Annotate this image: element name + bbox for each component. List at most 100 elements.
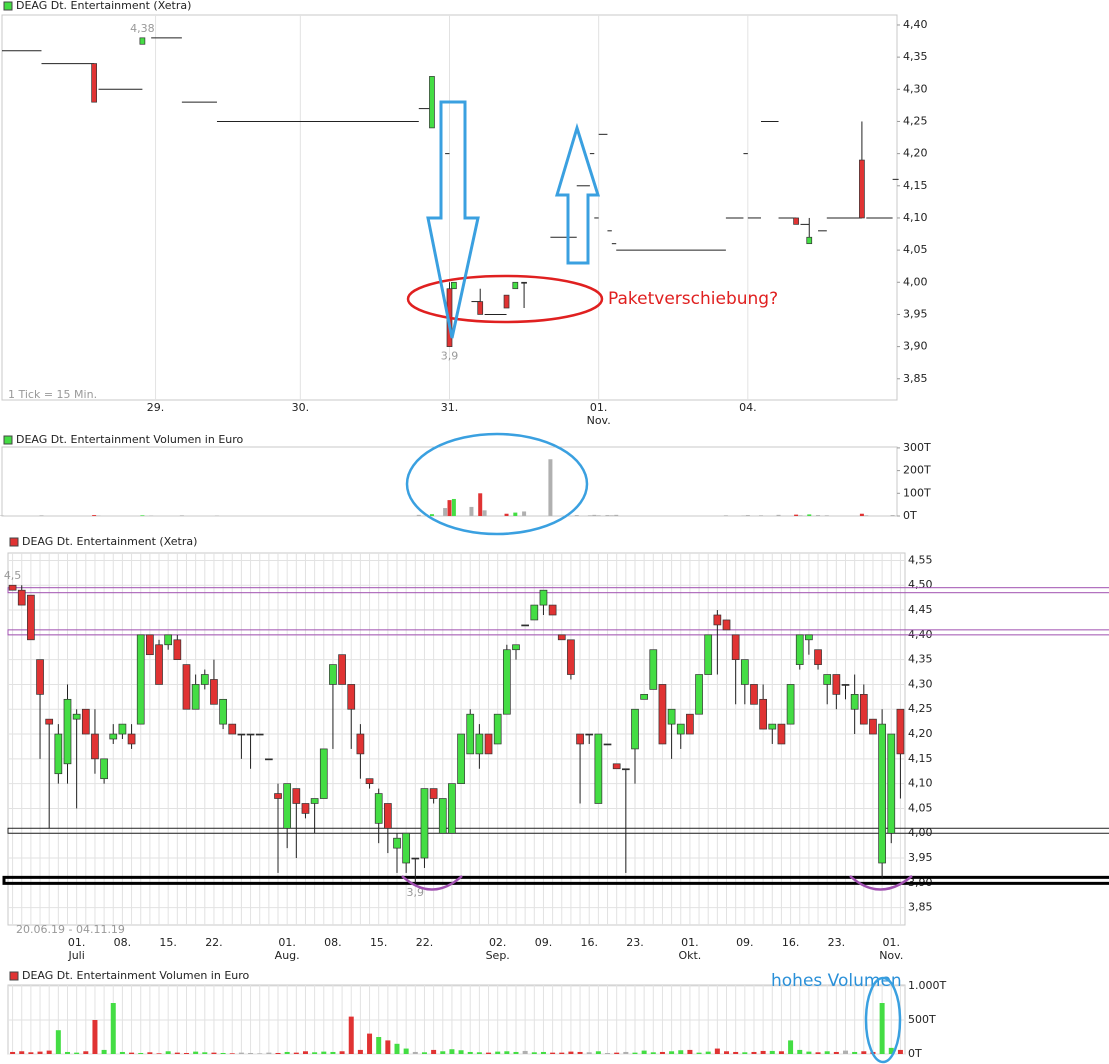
volume-bar: [28, 1052, 34, 1054]
candle-body: [704, 634, 713, 675]
volume-bar: [412, 1051, 418, 1054]
level-band: [7, 827, 1109, 834]
volume-bar: [548, 459, 553, 516]
y-tick-label: 4,00: [908, 826, 933, 839]
volume-bar: [696, 1052, 702, 1054]
volume-bar: [449, 1049, 455, 1054]
candle-body: [310, 798, 319, 804]
volume-bar: [659, 1051, 665, 1054]
volume-bar: [807, 514, 812, 516]
y-tick-label: 3,95: [908, 851, 933, 864]
candle-body: [896, 708, 905, 755]
volume-bar: [669, 1051, 675, 1054]
volume-bar: [339, 1051, 345, 1054]
volume-bar: [605, 515, 610, 516]
candle-body: [8, 584, 17, 591]
volume-bar: [83, 1051, 89, 1054]
x-tick-label: 30.: [292, 401, 310, 414]
candle-body: [451, 281, 457, 290]
candle-body: [457, 733, 465, 784]
y-tick-label: 3,95: [903, 307, 928, 320]
volume-bar: [431, 1049, 437, 1054]
y-tick-label: 4,15: [908, 752, 933, 765]
volume-bar: [486, 1052, 492, 1054]
candle-body: [786, 684, 795, 725]
callout: hohes Volumen: [771, 971, 902, 991]
candle-body: [503, 294, 510, 309]
volume-bar: [467, 1051, 473, 1054]
volume-bar: [724, 1051, 730, 1054]
candle-body: [512, 644, 520, 651]
candle-body: [793, 217, 799, 225]
legend-swatch: [9, 971, 19, 981]
candle-body: [136, 634, 145, 725]
volume-bar: [888, 1047, 894, 1054]
volume-bar: [46, 1050, 52, 1054]
candle-body: [139, 37, 146, 45]
candle-body: [740, 659, 749, 685]
volume-bar: [238, 1052, 244, 1054]
x-tick-label: 16.: [580, 936, 598, 949]
candle-body: [823, 674, 832, 685]
volume-bar: [806, 1051, 812, 1054]
candle-body: [530, 604, 539, 621]
volume-bar: [119, 1051, 125, 1054]
y-tick-label: 1.000T: [908, 979, 946, 992]
volume-bar: [92, 515, 97, 516]
volume-bar: [129, 1052, 135, 1054]
candle-body: [255, 733, 264, 736]
candle-body: [850, 694, 859, 710]
x-tick-label: 31.: [441, 401, 459, 414]
candle-body: [91, 733, 99, 760]
candle-body: [557, 634, 566, 641]
plot-frame: [7, 552, 906, 926]
volume-bar: [632, 1052, 638, 1054]
candle-body: [237, 733, 246, 736]
candle-body: [887, 733, 896, 834]
volume-bar: [559, 1052, 565, 1054]
candle-body: [631, 708, 639, 750]
legend-swatch: [3, 435, 13, 445]
extreme-label: 3,9: [441, 350, 459, 363]
candle-body: [878, 723, 886, 864]
volume-bar: [595, 1051, 601, 1054]
volume-bar: [504, 513, 509, 516]
candle-body: [36, 659, 44, 695]
candle-body: [621, 768, 630, 771]
volume-bar: [183, 1052, 189, 1054]
y-tick-label: 4,10: [903, 211, 928, 224]
red-ellipse: [406, 274, 604, 324]
volume-bar: [179, 515, 184, 516]
x-tick-label: 01. Nov.: [587, 401, 611, 427]
candle-body: [429, 788, 438, 799]
volume-bar: [147, 1052, 153, 1054]
candle-body: [585, 733, 594, 736]
volume-bar: [39, 515, 44, 516]
volume-bar: [478, 493, 483, 516]
candle-body: [63, 698, 72, 765]
volume-bar: [367, 1033, 373, 1054]
candle-body: [567, 639, 575, 675]
x-tick-label: 08.: [114, 936, 132, 949]
candle-body: [658, 684, 667, 745]
y-tick-label: 4,25: [908, 702, 933, 715]
volume-bar: [403, 1048, 409, 1054]
volume-bar: [302, 1051, 308, 1054]
panel-note: 20.06.19 - 04.11.19: [16, 923, 125, 936]
volume-bar: [174, 1052, 180, 1054]
volume-bar: [293, 1052, 299, 1054]
volume-bar: [476, 1052, 482, 1054]
volume-bar: [92, 1020, 98, 1054]
level-band: [7, 587, 1109, 594]
volume-bar: [650, 1052, 656, 1054]
y-tick-label: 4,30: [903, 82, 928, 95]
extreme-label: 4,5: [4, 569, 22, 582]
volume-bar: [798, 515, 803, 516]
candle-body: [806, 236, 813, 245]
y-tick-label: 4,35: [908, 653, 933, 666]
candle-body: [219, 698, 227, 725]
candle-body: [539, 589, 548, 606]
volume-bar: [416, 514, 421, 516]
volume-bar: [513, 1051, 519, 1054]
volume-bar: [482, 510, 487, 516]
